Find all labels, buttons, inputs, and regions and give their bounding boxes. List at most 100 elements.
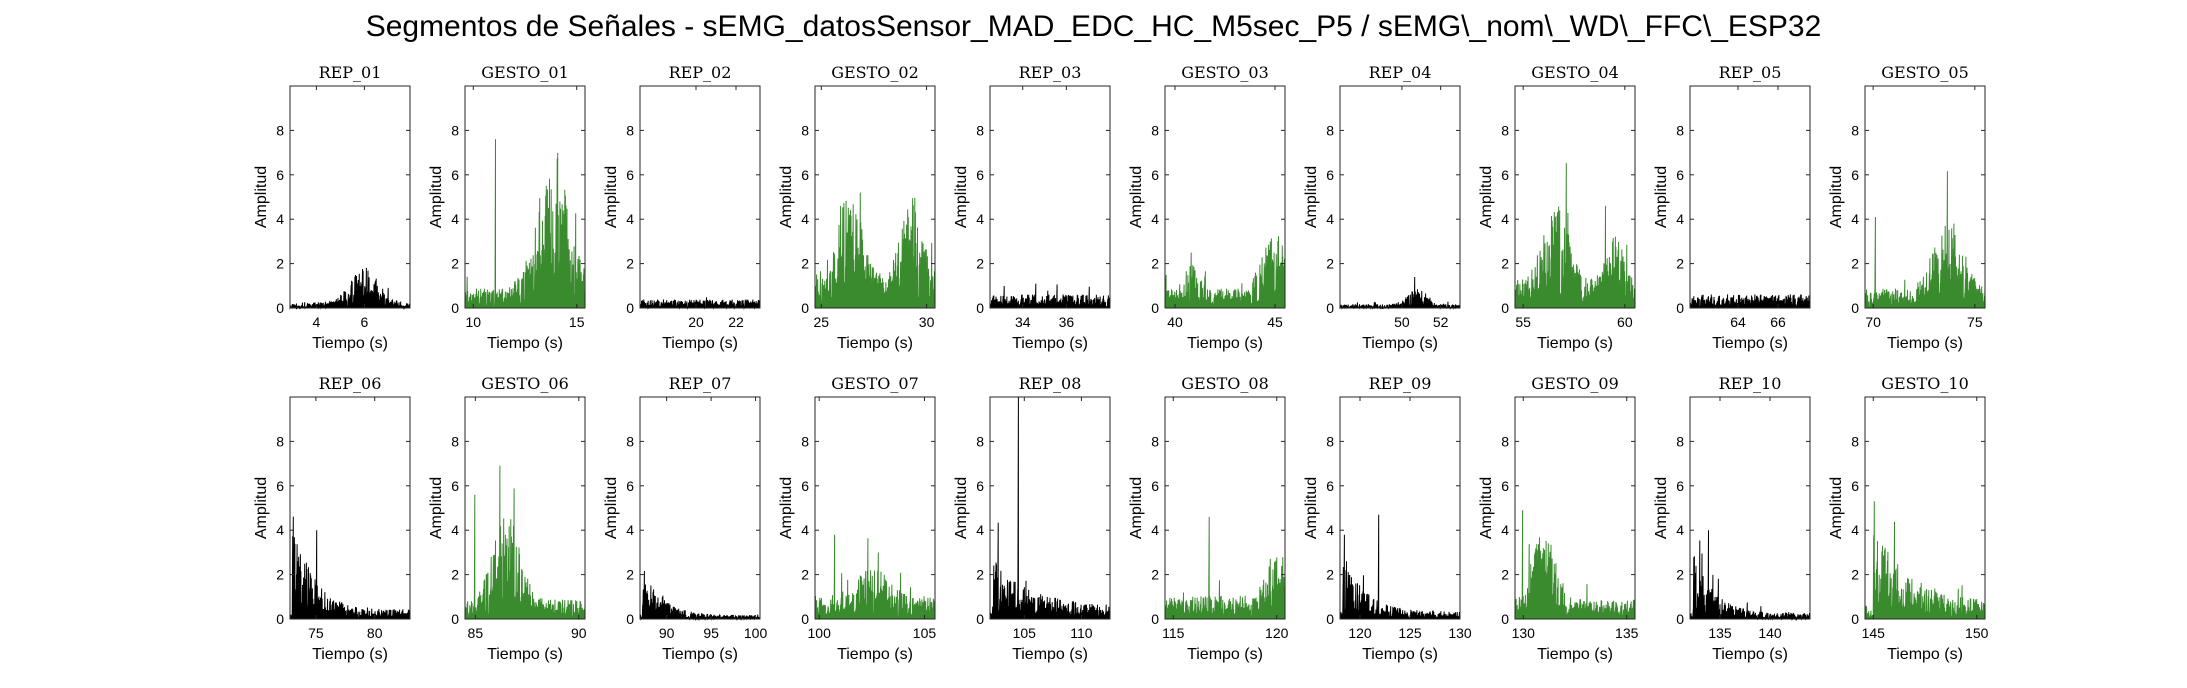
y-tick-label: 6 xyxy=(801,478,809,494)
y-tick-label: 2 xyxy=(1501,567,1509,583)
y-tick-label: 4 xyxy=(276,211,284,227)
y-tick-label: 8 xyxy=(976,433,984,449)
subplot-rep-03: REP_03 0 2 4 6 8 34 36 Tiempo (s) Amplitud xyxy=(953,63,1111,352)
x-axis-label: Tiempo (s) xyxy=(1537,335,1613,352)
y-tick-label: 6 xyxy=(1676,167,1684,183)
x-tick-label: 55 xyxy=(1515,314,1531,330)
subplot-title: REP_01 xyxy=(319,63,382,82)
signal-trace xyxy=(639,297,761,310)
y-tick-label: 6 xyxy=(276,478,284,494)
y-tick-label: 0 xyxy=(1501,611,1509,627)
subplot-title: REP_09 xyxy=(1369,374,1432,393)
y-axis-label: Amplitud xyxy=(1303,166,1320,228)
subplot-title: REP_10 xyxy=(1719,374,1782,393)
y-tick-label: 4 xyxy=(626,211,634,227)
y-tick-label: 0 xyxy=(801,611,809,627)
signal-trace xyxy=(1864,501,1986,620)
y-tick-label: 4 xyxy=(976,522,984,538)
y-tick-label: 4 xyxy=(1326,211,1334,227)
subplot-rep-01: REP_01 0 2 4 6 8 4 6 Tiempo (s) Amplitud xyxy=(253,63,411,352)
x-axis-label: Tiempo (s) xyxy=(1187,335,1263,352)
signal-trace xyxy=(1864,171,1986,309)
y-tick-label: 4 xyxy=(1676,522,1684,538)
subplot-title: GESTO_01 xyxy=(481,63,569,82)
y-axis-label: Amplitud xyxy=(953,166,970,228)
x-tick-label: 135 xyxy=(1615,625,1639,641)
y-axis-label: Amplitud xyxy=(253,477,270,539)
y-tick-label: 6 xyxy=(1326,478,1334,494)
y-tick-label: 2 xyxy=(1326,256,1334,272)
axes-frame xyxy=(1864,396,1986,620)
y-tick-label: 8 xyxy=(1326,433,1334,449)
x-tick-label: 90 xyxy=(659,625,675,641)
axes-frame xyxy=(1689,396,1811,620)
y-tick-label: 0 xyxy=(1851,300,1859,316)
subplot-rep-06: REP_06 0 2 4 6 8 75 80 Tiempo (s) Amplitud xyxy=(253,374,411,663)
signal-trace xyxy=(289,267,411,310)
y-tick-label: 0 xyxy=(1676,300,1684,316)
y-tick-label: 0 xyxy=(276,300,284,316)
x-tick-label: 110 xyxy=(1070,625,1093,641)
y-axis-label: Amplitud xyxy=(1828,477,1845,539)
y-tick-label: 0 xyxy=(451,300,459,316)
y-tick-label: 4 xyxy=(801,522,809,538)
y-tick-label: 8 xyxy=(1151,122,1159,138)
x-tick-label: 64 xyxy=(1730,314,1746,330)
x-tick-label: 105 xyxy=(913,625,937,641)
y-tick-label: 8 xyxy=(801,433,809,449)
y-tick-label: 4 xyxy=(1851,522,1859,538)
y-tick-label: 0 xyxy=(626,611,634,627)
y-tick-label: 6 xyxy=(1151,167,1159,183)
x-tick-label: 130 xyxy=(1512,625,1536,641)
x-tick-label: 120 xyxy=(1348,625,1372,641)
x-tick-label: 66 xyxy=(1770,314,1786,330)
y-tick-label: 2 xyxy=(276,256,284,272)
x-tick-label: 60 xyxy=(1617,314,1633,330)
y-tick-label: 2 xyxy=(1851,567,1859,583)
signal-trace xyxy=(1689,530,1811,621)
axes-frame xyxy=(289,85,411,309)
signal-trace xyxy=(989,283,1111,309)
x-tick-label: 90 xyxy=(571,625,587,641)
signal-trace xyxy=(289,516,411,620)
y-tick-label: 0 xyxy=(1676,611,1684,627)
y-tick-label: 8 xyxy=(276,122,284,138)
subplot-gesto-02: GESTO_02 0 2 4 6 8 25 30 Tiempo (s) Amplitud xyxy=(778,63,936,352)
y-tick-label: 4 xyxy=(276,522,284,538)
y-tick-label: 2 xyxy=(801,256,809,272)
y-axis-label: Amplitud xyxy=(1478,477,1495,539)
y-tick-label: 6 xyxy=(1501,478,1509,494)
signal-trace xyxy=(989,396,1111,620)
x-axis-label: Tiempo (s) xyxy=(1712,335,1788,352)
y-tick-label: 8 xyxy=(451,122,459,138)
y-tick-label: 4 xyxy=(451,522,459,538)
y-axis-label: Amplitud xyxy=(1303,477,1320,539)
x-axis-label: Tiempo (s) xyxy=(1887,335,1963,352)
axes-frame xyxy=(464,396,586,620)
y-tick-label: 0 xyxy=(1326,611,1334,627)
y-tick-label: 6 xyxy=(451,478,459,494)
y-tick-label: 6 xyxy=(626,167,634,183)
y-tick-label: 0 xyxy=(976,611,984,627)
subplot-gesto-01: GESTO_01 0 2 4 6 8 10 15 Tiempo (s) Amplitud xyxy=(428,63,586,352)
x-tick-label: 30 xyxy=(919,314,935,330)
x-tick-label: 25 xyxy=(814,314,830,330)
y-tick-label: 8 xyxy=(976,122,984,138)
x-axis-label: Tiempo (s) xyxy=(1887,646,1963,663)
axes-frame xyxy=(1514,396,1636,620)
signal-trace xyxy=(464,139,586,309)
y-tick-label: 4 xyxy=(1501,211,1509,227)
subplot-rep-04: REP_04 0 2 4 6 8 50 52 Tiempo (s) Amplitud xyxy=(1303,63,1461,352)
axes-frame xyxy=(1864,85,1986,309)
x-tick-label: 15 xyxy=(569,314,585,330)
y-tick-label: 6 xyxy=(451,167,459,183)
signal-trace xyxy=(1514,510,1636,620)
y-tick-label: 6 xyxy=(1676,478,1684,494)
x-tick-label: 95 xyxy=(703,625,719,641)
y-tick-label: 6 xyxy=(1326,167,1334,183)
y-tick-label: 4 xyxy=(1676,211,1684,227)
